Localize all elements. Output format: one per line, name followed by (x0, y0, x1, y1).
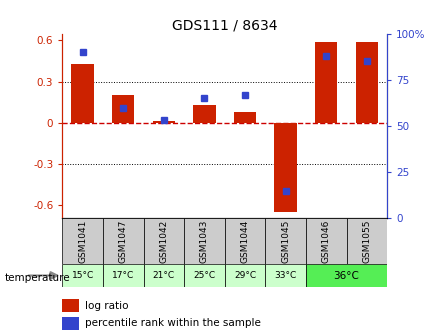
Bar (62, 299, 79, 312)
Text: GSM1041: GSM1041 (78, 219, 87, 263)
Bar (184, 264, 225, 287)
Bar (306, 264, 387, 287)
Text: GSM1044: GSM1044 (241, 219, 250, 263)
Text: GSM1046: GSM1046 (322, 219, 331, 263)
Text: percentile rank within the sample: percentile rank within the sample (85, 319, 261, 328)
Bar (315, 42, 337, 123)
Text: GSM1055: GSM1055 (362, 219, 371, 263)
Bar (265, 218, 306, 264)
Bar (193, 105, 215, 123)
Text: 29°C: 29°C (234, 271, 256, 280)
Bar (143, 218, 184, 264)
Bar (275, 123, 297, 212)
Bar (306, 218, 347, 264)
Bar (103, 264, 143, 287)
Text: 25°C: 25°C (194, 271, 215, 280)
Text: 15°C: 15°C (72, 271, 94, 280)
Text: 33°C: 33°C (275, 271, 297, 280)
Bar (225, 218, 265, 264)
Bar (225, 264, 265, 287)
Bar (112, 95, 134, 123)
Bar (72, 64, 94, 123)
Bar (62, 317, 79, 330)
Text: GSM1043: GSM1043 (200, 219, 209, 263)
Text: GSM1047: GSM1047 (119, 219, 128, 263)
Bar (62, 264, 103, 287)
Bar (143, 264, 184, 287)
Text: 17°C: 17°C (112, 271, 134, 280)
Text: GSM1045: GSM1045 (281, 219, 290, 263)
Text: log ratio: log ratio (85, 301, 129, 311)
Bar (184, 218, 225, 264)
Text: temperature: temperature (4, 273, 70, 283)
Text: 21°C: 21°C (153, 271, 175, 280)
Bar (265, 264, 306, 287)
Title: GDS111 / 8634: GDS111 / 8634 (172, 18, 278, 33)
Text: GSM1042: GSM1042 (159, 219, 168, 263)
Bar (103, 218, 143, 264)
Bar (347, 218, 387, 264)
Text: 36°C: 36°C (334, 270, 360, 281)
Bar (234, 112, 256, 123)
Bar (153, 121, 175, 123)
Bar (62, 218, 103, 264)
Bar (356, 42, 378, 123)
